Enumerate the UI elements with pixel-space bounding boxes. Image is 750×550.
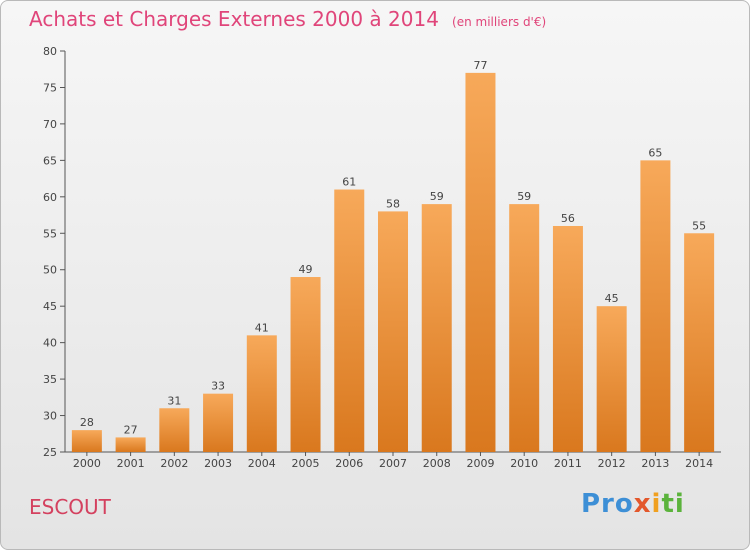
bar-2003	[203, 393, 234, 452]
x-tick-label: 2012	[598, 457, 626, 470]
bar-value-label: 61	[342, 176, 356, 189]
proxiti-logo: Proxiti	[581, 489, 685, 519]
bar-value-label: 58	[386, 197, 400, 210]
bar-2011	[552, 225, 583, 452]
bar-value-label: 49	[299, 263, 313, 276]
bar-value-label: 27	[124, 423, 138, 436]
bar-value-label: 31	[167, 394, 181, 407]
bar-value-label: 56	[561, 212, 575, 225]
logo-part-3: i	[651, 489, 662, 519]
bar-2005	[290, 277, 321, 452]
chart-title: Achats et Charges Externes 2000 à 2014 (…	[29, 7, 546, 31]
y-tick-label: 65	[43, 154, 57, 167]
x-tick-label: 2007	[379, 457, 407, 470]
bar-value-label: 77	[473, 59, 487, 72]
x-tick-label: 2003	[204, 457, 232, 470]
bar-value-label: 33	[211, 380, 225, 393]
bar-2006	[334, 189, 365, 452]
bar-value-label: 28	[80, 416, 94, 429]
y-tick-label: 55	[43, 227, 57, 240]
y-tick-label: 50	[43, 264, 57, 277]
logo-part-2: x	[633, 489, 652, 519]
x-tick-label: 2011	[554, 457, 582, 470]
bar-2000	[71, 430, 102, 452]
bar-2012	[596, 306, 627, 452]
y-tick-label: 80	[43, 45, 57, 58]
y-tick-label: 70	[43, 118, 57, 131]
y-tick-label: 35	[43, 373, 57, 386]
bar-value-label: 59	[430, 190, 444, 203]
y-tick-label: 40	[43, 337, 57, 350]
x-tick-label: 2000	[73, 457, 101, 470]
x-tick-label: 2002	[160, 457, 188, 470]
bar-value-label: 65	[648, 146, 662, 159]
x-tick-label: 2009	[466, 457, 494, 470]
bar-2004	[246, 335, 277, 452]
chart-subtitle: (en milliers d'€)	[452, 15, 547, 29]
bar-2001	[115, 437, 146, 452]
bar-2008	[421, 204, 452, 452]
y-tick-label: 30	[43, 410, 57, 423]
logo-part-1: Pro	[581, 489, 634, 519]
y-tick-label: 45	[43, 300, 57, 313]
x-tick-label: 2005	[292, 457, 320, 470]
y-tick-label: 25	[43, 446, 57, 459]
y-tick-label: 75	[43, 81, 57, 94]
x-tick-label: 2001	[117, 457, 145, 470]
chart-title-text: Achats et Charges Externes 2000 à 2014	[29, 7, 439, 31]
logo-part-4: ti	[661, 489, 685, 519]
bar-2009	[465, 72, 496, 452]
x-tick-label: 2010	[510, 457, 538, 470]
x-tick-label: 2008	[423, 457, 451, 470]
x-tick-label: 2014	[685, 457, 713, 470]
bar-value-label: 55	[692, 219, 706, 232]
bar-2007	[378, 211, 408, 452]
bar-2014	[684, 233, 715, 452]
bar-value-label: 59	[517, 190, 531, 203]
x-tick-label: 2006	[335, 457, 363, 470]
x-tick-label: 2004	[248, 457, 276, 470]
x-tick-label: 2013	[641, 457, 669, 470]
bar-value-label: 45	[605, 292, 619, 305]
y-tick-label: 60	[43, 191, 57, 204]
bar-2013	[640, 160, 671, 452]
bar-2002	[159, 408, 190, 452]
bar-2010	[509, 204, 540, 452]
place-name: ESCOUT	[29, 495, 111, 519]
bar-value-label: 41	[255, 321, 269, 334]
